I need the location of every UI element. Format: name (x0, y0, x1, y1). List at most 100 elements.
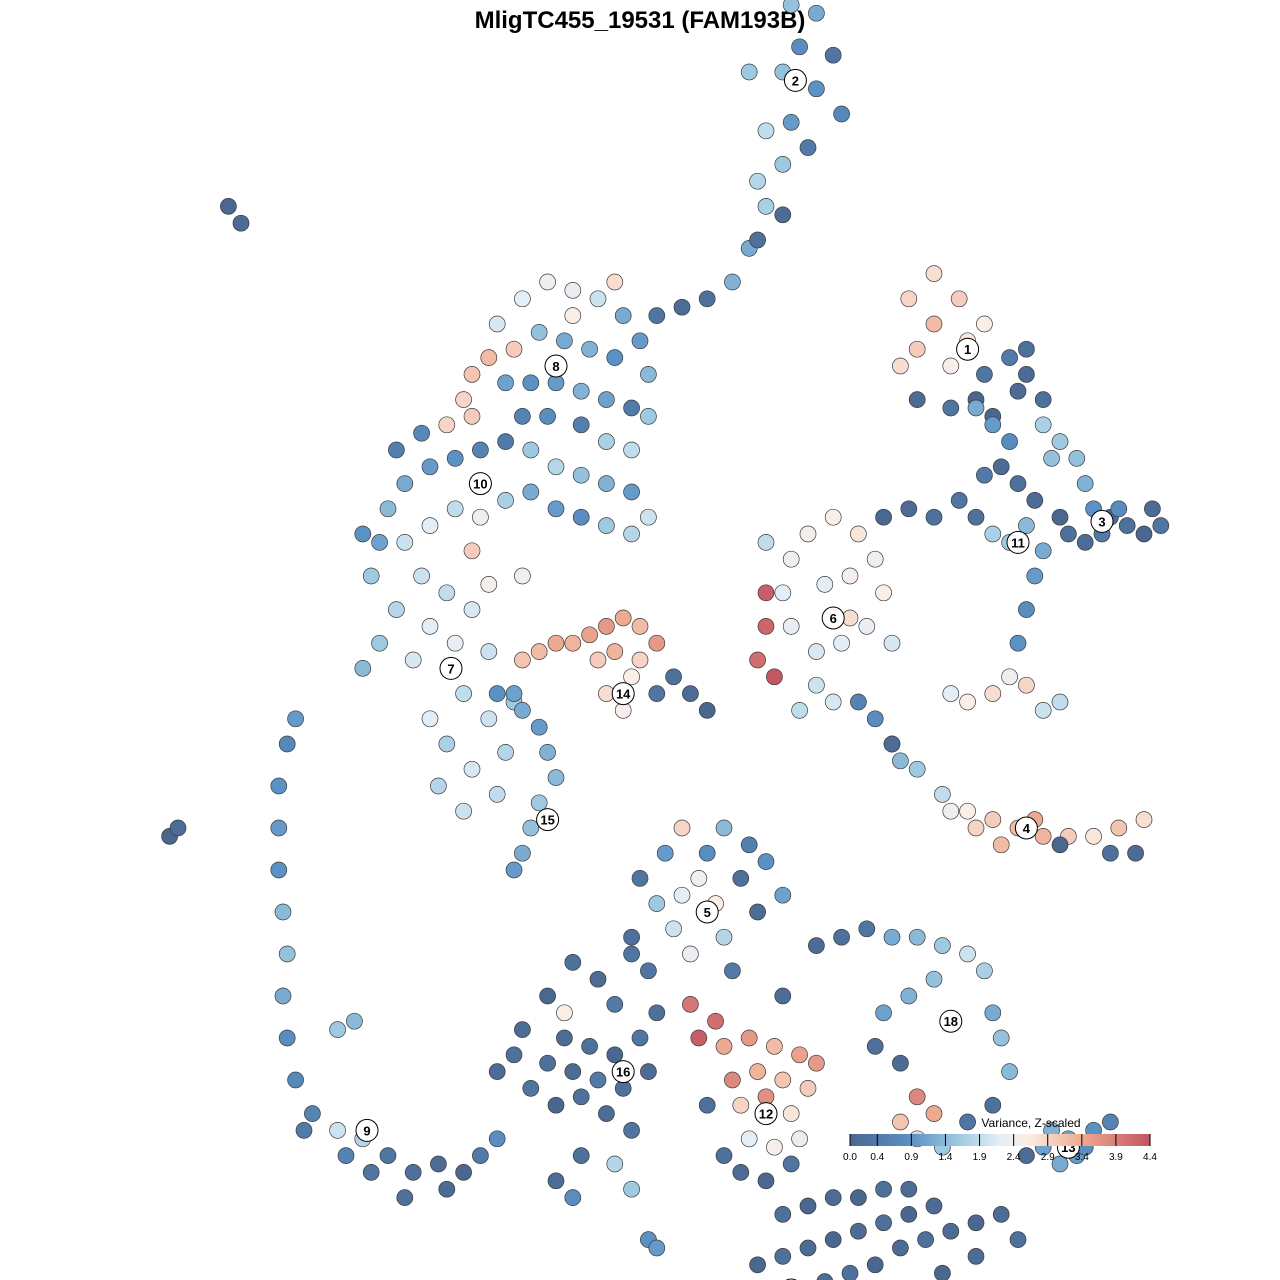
cell-point-cluster-4 (934, 786, 951, 803)
cell-point-cluster-14 (598, 618, 615, 635)
cell-point-cluster-18 (875, 1004, 892, 1022)
cell-point-cluster-7 (421, 618, 439, 635)
cell-point-cluster-6 (808, 676, 825, 694)
cell-point-cluster-5 (682, 945, 699, 963)
cell-point-cluster-11 (1034, 702, 1052, 719)
cell-point-outlier (883, 735, 901, 753)
cell-point-cluster-8 (505, 340, 523, 358)
cell-point-cluster-17 (799, 1197, 817, 1215)
cell-point-cluster-6 (875, 584, 892, 602)
cell-point-cluster-6 (833, 634, 850, 652)
points-layer (161, 0, 1170, 1280)
cell-point-cluster-14 (564, 634, 582, 652)
cell-point-cluster-12 (766, 1038, 783, 1055)
cell-point-cluster-8 (572, 416, 590, 434)
cell-point-cluster-2 (799, 139, 817, 156)
cell-point-cluster-6 (782, 550, 800, 568)
cell-point-cluster-3 (1135, 525, 1153, 543)
legend-title: Variance, Z-scaled (981, 1116, 1080, 1130)
cluster-label-16: 16 (611, 1060, 635, 1084)
cell-point-cluster-6 (757, 584, 775, 602)
cell-point-cluster-16 (539, 987, 556, 1005)
cell-point-cluster-6 (799, 525, 817, 543)
cell-point-cluster-17 (850, 1222, 867, 1240)
cell-point-cluster-12 (791, 1046, 808, 1064)
cluster-label-text: 1 (964, 342, 971, 357)
cell-point-cluster-2 (648, 307, 666, 324)
cell-point-cluster-17 (816, 1273, 833, 1280)
cell-point-cluster-8 (598, 391, 615, 408)
cluster-label-badge (611, 1060, 635, 1084)
cell-point-cluster-17 (925, 1197, 943, 1215)
cell-point-cluster-6 (883, 634, 901, 652)
cluster-label-badge (355, 1118, 379, 1142)
cell-point-cluster-2 (774, 206, 792, 224)
cell-point-cluster-10 (396, 475, 414, 492)
legend-ticks: 0.0 0.4 0.9 1.4 1.9 2.4 2.9 3.4 3.9 4.4 (843, 1134, 1157, 1163)
color-legend: Variance, Z-scaled 0.0 0.4 0.9 1.4 1.9 2.4 2.9… (843, 1116, 1157, 1163)
cell-point-cluster-12 (766, 1138, 783, 1156)
cell-point-cluster-11 (900, 500, 918, 518)
legend-tick-label: 0.9 (904, 1152, 918, 1163)
cell-point-cluster-12 (698, 1096, 716, 1114)
cell-point-cluster-10 (446, 500, 464, 518)
cell-point-cluster-12 (707, 1012, 724, 1030)
cell-point-cluster-12 (791, 1130, 808, 1148)
cluster-label-text: 10 (473, 477, 487, 492)
cluster-label-badge (695, 900, 719, 924)
cluster-label-text: 2 (792, 73, 799, 88)
cell-point-cluster-9 (329, 1122, 346, 1139)
cell-point-cluster-17 (799, 1239, 817, 1257)
cell-point-cluster-9 (278, 735, 296, 753)
cell-point-cluster-1 (942, 357, 960, 375)
cluster-label-text: 12 (759, 1107, 773, 1122)
cell-point-cluster-4 (984, 811, 1002, 828)
cluster-label-3: 3 (1090, 509, 1114, 533)
cell-point-cluster-9 (472, 1147, 489, 1164)
cell-point-cluster-7 (480, 576, 498, 593)
cell-point-cluster-3 (1060, 525, 1077, 543)
cell-point-cluster-18 (992, 1029, 1010, 1047)
cell-point-cluster-16 (522, 1080, 540, 1097)
cell-point-cluster-17 (774, 1248, 792, 1265)
cell-point-cluster-8 (606, 273, 624, 291)
cell-point-cluster-18 (959, 1113, 976, 1131)
cell-point-cluster-8 (522, 374, 540, 392)
cell-point-cluster-6 (816, 576, 834, 593)
cell-point-cluster-12 (799, 1080, 817, 1097)
cell-point-cluster-4 (1034, 828, 1052, 845)
cell-point-cluster-16 (640, 1063, 657, 1080)
cell-point-cluster-8 (514, 408, 531, 425)
chart-title: MligTC455_19531 (FAM193B) (475, 7, 806, 34)
cell-point-cluster-11 (1026, 492, 1044, 509)
cell-point-cluster-16 (572, 1147, 590, 1164)
cell-point-cluster-5 (732, 870, 750, 887)
cell-point-cluster-6 (824, 693, 842, 711)
cell-point-cluster-6 (858, 618, 876, 635)
cell-point-cluster-18 (892, 1113, 909, 1131)
cell-point-cluster-14 (623, 668, 640, 686)
cell-point-cluster-9 (270, 861, 288, 879)
cluster-label-18: 18 (939, 1009, 963, 1033)
cell-point-cluster-2 (774, 156, 792, 173)
cell-point-cluster-8 (623, 399, 640, 417)
cell-point-cluster-10 (572, 508, 590, 526)
cell-point-cluster-3 (1110, 500, 1128, 518)
cell-point-cluster-5 (648, 895, 666, 912)
cell-point-cluster-8 (497, 374, 514, 392)
cell-point-cluster-10 (421, 517, 439, 534)
cell-point-cluster-8 (539, 408, 556, 425)
cell-point-cluster-13 (1102, 1113, 1119, 1131)
cell-point-cluster-18 (900, 987, 918, 1005)
cell-point-cluster-11 (1009, 475, 1027, 492)
cell-point-cluster-7 (430, 777, 447, 795)
cell-point-cluster-17 (824, 1231, 842, 1248)
cell-point-cluster-10 (623, 525, 640, 543)
cluster-label-badge (783, 68, 807, 92)
cell-point-cluster-3 (1068, 450, 1086, 467)
cell-point-cluster-3 (1118, 517, 1136, 534)
cell-point-cluster-12 (715, 1147, 733, 1164)
cell-point-cluster-16 (514, 1021, 531, 1038)
cell-point-cluster-1 (942, 399, 960, 417)
